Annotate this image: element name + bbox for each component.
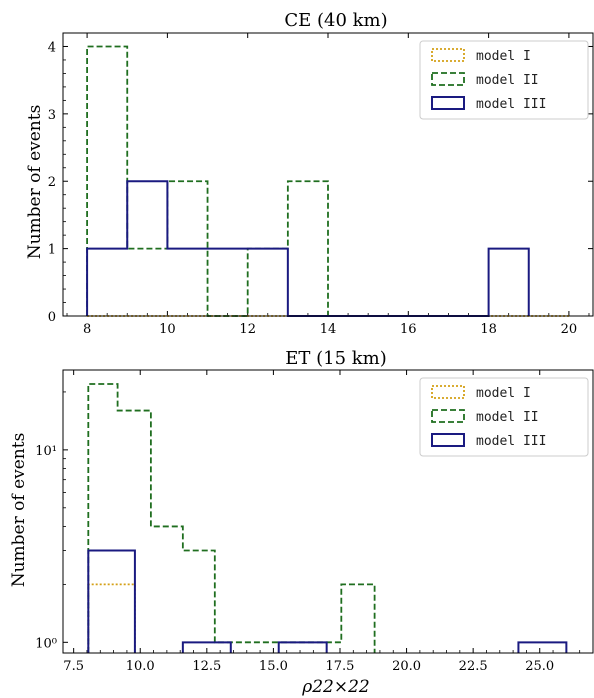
x-tick-label: 10.0	[126, 659, 155, 674]
legend-label: model II	[476, 73, 539, 88]
y-tick-label: 2	[48, 175, 56, 190]
legend-label: model III	[476, 97, 546, 112]
legend-label: model I	[476, 386, 531, 401]
series-line-model-III	[86, 180, 530, 317]
et-histogram-panel: ET (15 km) Number of events ρ22×22 7.5 10…	[9, 348, 594, 697]
x-tick-label: 15.0	[259, 659, 288, 674]
x-tick-label: 12	[239, 322, 256, 337]
y-tick-label: 0	[48, 310, 56, 325]
et-y-axis-label: Number of events	[9, 433, 29, 588]
series-line-model-III	[87, 549, 568, 653]
x-tick-label: 7.5	[63, 659, 84, 674]
legend-label: model II	[476, 410, 539, 425]
legend-label: model III	[476, 434, 546, 449]
x-tick-label: 12.5	[192, 659, 221, 674]
x-tick-label: 8	[83, 322, 91, 337]
series-line-model-I	[87, 583, 136, 653]
ce-histogram-panel: CE (40 km) Number of events 8 10 12 14 16 18 2…	[25, 10, 594, 337]
legend-swatch	[431, 72, 465, 86]
ce-chart-title: CE (40 km)	[284, 10, 387, 31]
x-tick-label: 20	[561, 322, 578, 337]
et-chart-title: ET (15 km)	[285, 348, 387, 369]
series-line-model-II	[87, 383, 376, 653]
x-tick-label: 22.5	[459, 659, 488, 674]
y-tick-label: 10¹	[35, 444, 57, 459]
legend-swatch	[431, 96, 465, 110]
ce-plot-frame	[62, 32, 594, 317]
x-tick-label: 10	[159, 322, 176, 337]
x-tick-label: 16	[400, 322, 417, 337]
x-tick-label: 14	[320, 322, 337, 337]
legend-swatch	[431, 48, 465, 62]
et-legend: model I model II model III	[419, 377, 589, 457]
y-tick-label: 1	[48, 243, 56, 258]
series-line-model-II	[86, 45, 329, 317]
x-tick-label: 17.5	[326, 659, 355, 674]
legend-label: model I	[476, 49, 531, 64]
x-tick-label: 20.0	[392, 659, 421, 674]
legend-swatch	[431, 385, 465, 399]
y-tick-label: 3	[48, 108, 56, 123]
legend-swatch	[431, 409, 465, 423]
x-tick-label: 25.0	[525, 659, 554, 674]
et-series-lines	[87, 383, 568, 653]
ce-legend: model I model II model III	[419, 40, 589, 120]
legend-swatch	[431, 433, 465, 447]
x-tick-label: 18	[480, 322, 497, 337]
y-tick-label: 10⁰	[35, 636, 57, 651]
et-x-axis-label: ρ22×22	[301, 677, 370, 697]
y-tick-label: 4	[48, 40, 56, 55]
ce-y-axis-label: Number of events	[25, 105, 45, 260]
et-plot-frame	[62, 369, 594, 654]
